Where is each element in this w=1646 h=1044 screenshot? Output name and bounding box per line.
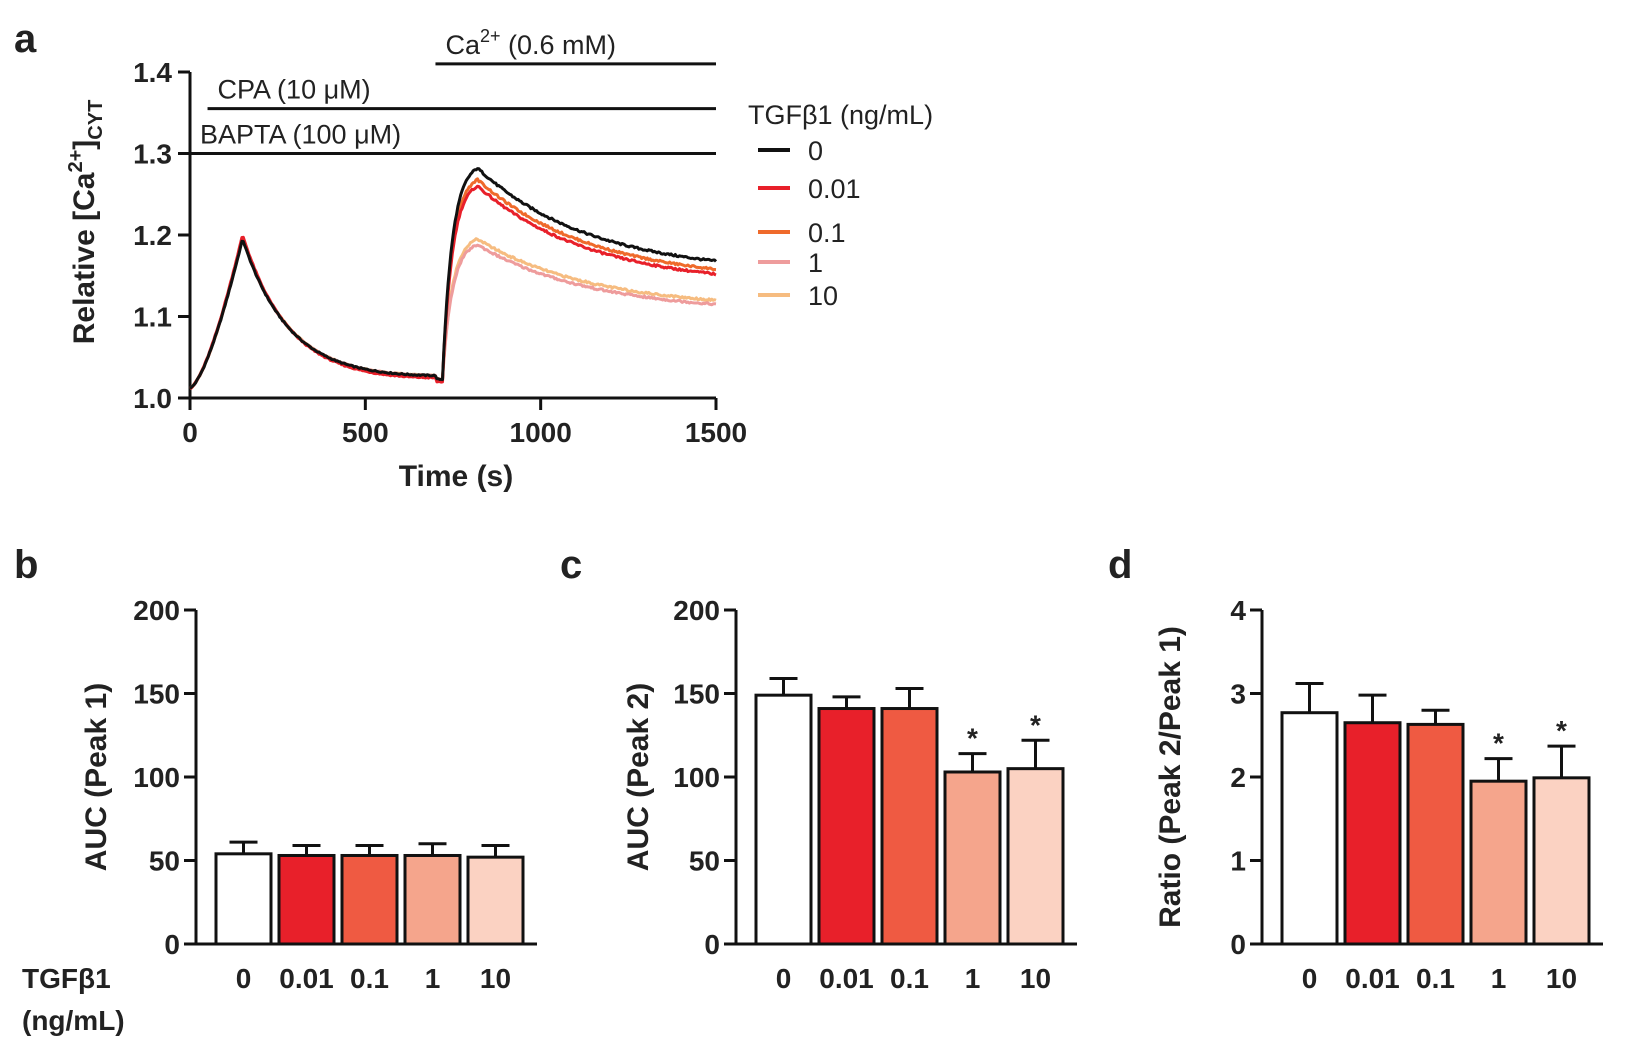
bar [754, 693, 813, 946]
bar [943, 770, 1002, 946]
y-tick-label: 0 [164, 929, 180, 960]
bar [1343, 721, 1402, 946]
bar [277, 853, 336, 946]
legend-label: 0.01 [808, 174, 861, 204]
line-chart-panel-a: 1.0 1.1 1.2 1.3 1.4 0 500 1000 1500 Ca2+ (0.6 m… [65, 26, 933, 493]
y-tick-label: 200 [673, 595, 720, 626]
x-tick-label: 10 [1020, 963, 1051, 994]
y-label-sub: CYT [85, 100, 107, 140]
bar [1006, 767, 1065, 946]
x-tick-label: 0 [776, 963, 792, 994]
y-label-sup: 2+ [65, 150, 87, 173]
x-tick-label: 0 [236, 963, 252, 994]
bar [466, 855, 525, 946]
bar [880, 707, 939, 946]
y-tick-label: 100 [673, 762, 720, 793]
bar [214, 852, 273, 946]
bar [1280, 711, 1339, 946]
significance-marker: * [1556, 715, 1567, 746]
x-tick-label: 0.01 [1345, 963, 1400, 994]
y-tick-label: 1 [1230, 846, 1246, 877]
y-tick-label: 150 [133, 679, 180, 710]
y-tick-label: 1.2 [133, 220, 172, 251]
y-axis-label: Ratio (Peak 2/Peak 1) [1154, 626, 1187, 928]
treatment-label: BAPTA (100 μM) [200, 120, 401, 150]
treatment-bars: Ca2+ (0.6 mM) CPA (10 μM) BAPTA (100 μM) [190, 26, 716, 155]
x-tick-label: 1 [965, 963, 981, 994]
x-tick-label: 10 [480, 963, 511, 994]
y-axis-label: AUC (Peak 2) [622, 683, 655, 871]
significance-marker: * [1493, 728, 1504, 759]
significance-marker: * [1030, 709, 1041, 740]
x-tick-label: 0 [182, 417, 198, 448]
series-lines [188, 167, 718, 391]
y-tick-label: 3 [1230, 679, 1246, 710]
bar [1406, 722, 1465, 946]
y-label-main: Relative [Ca [68, 172, 101, 344]
x-title-line2: (ng/mL) [22, 1005, 125, 1036]
significance-marker: * [967, 723, 978, 754]
x-tick-label: 0 [1302, 963, 1318, 994]
treatment-label: Ca2+ (0.6 mM) [445, 26, 616, 60]
bar [817, 707, 876, 946]
y-tick-label: 1.0 [133, 383, 172, 414]
y-tick-label: 0 [1230, 929, 1246, 960]
x-tick-label: 0.1 [1416, 963, 1455, 994]
x-tick-label: 1 [425, 963, 441, 994]
y-axis-label: AUC (Peak 1) [80, 683, 113, 871]
x-tick-label: 1000 [510, 417, 572, 448]
treatment-label: CPA (10 μM) [218, 75, 371, 105]
bar [1469, 779, 1528, 946]
x-title-line1: TGFβ1 [22, 963, 111, 994]
x-tick-label: 1 [1491, 963, 1507, 994]
x-tick-label: 0.1 [890, 963, 929, 994]
y-tick-label: 2 [1230, 762, 1246, 793]
y-tick-label: 50 [689, 846, 720, 877]
x-tick-label: 0.01 [279, 963, 334, 994]
panel-letter-d: d [1108, 543, 1132, 587]
x-axis-label: Time (s) [399, 460, 513, 493]
legend-label: 0 [808, 136, 823, 166]
bar-chart-panel-b: 0 50 100 150 200 AUC (Peak 1) 0 0.01 0.1 1 10 TGFβ1… [22, 595, 537, 1036]
y-tick-label: 200 [133, 595, 180, 626]
legend-label: 10 [808, 281, 838, 311]
panel-letter-b: b [14, 543, 38, 587]
y-tick-label: 50 [149, 846, 180, 877]
y-tick-label: 150 [673, 679, 720, 710]
x-tick-label: 0.01 [819, 963, 874, 994]
series-line [188, 167, 718, 390]
y-tick-label: 4 [1230, 595, 1246, 626]
bar [1532, 776, 1591, 946]
panel-letter-a: a [14, 17, 37, 61]
y-tick-label: 1.4 [133, 57, 172, 88]
bar-chart-panel-c: 0 50 100 150 200 AUC (Peak 2) 0 0.01 0.1 * 1 * 10 [622, 595, 1077, 994]
y-axis-label: Relative [Ca2+]CYT [65, 100, 107, 345]
bar [403, 853, 462, 946]
y-tick-label: 100 [133, 762, 180, 793]
x-axis-ticks: 0 500 1000 1500 [182, 398, 747, 448]
y-tick-label: 1.3 [133, 139, 172, 170]
bar [340, 853, 399, 946]
x-tick-label: 500 [342, 417, 389, 448]
y-tick-label: 0 [704, 929, 720, 960]
x-tick-label: 0.1 [350, 963, 389, 994]
bar-chart-panel-d: 0 1 2 3 4 Ratio (Peak 2/Peak 1) 0 0.01 0.1 * 1 * 10 [1154, 595, 1603, 994]
x-tick-label: 1500 [685, 417, 747, 448]
y-tick-label: 1.1 [133, 302, 172, 333]
y-label-end: ] [68, 140, 101, 150]
panel-letter-c: c [560, 543, 582, 587]
legend-label: 1 [808, 248, 823, 278]
legend-title: TGFβ1 (ng/mL) [748, 100, 933, 130]
legend-label: 0.1 [808, 218, 846, 248]
y-axis-ticks: 1.0 1.1 1.2 1.3 1.4 [133, 57, 190, 414]
x-tick-label: 10 [1546, 963, 1577, 994]
